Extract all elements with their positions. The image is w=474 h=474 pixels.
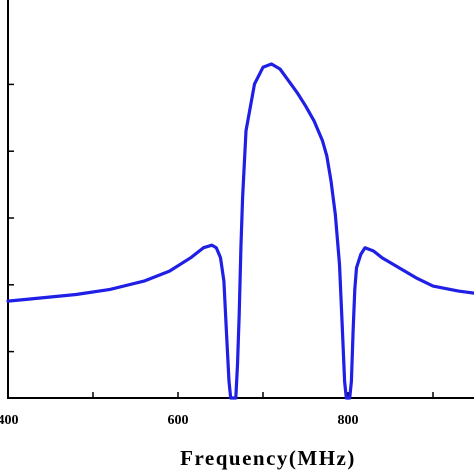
plot-frame bbox=[7, 0, 474, 399]
series-line bbox=[6, 62, 474, 400]
x-tick-labels: 400 600 800 bbox=[0, 413, 359, 428]
y-ticks bbox=[8, 83, 14, 353]
x-tick-label: 800 bbox=[338, 413, 359, 428]
x-axis-title: Frequency(MHz) bbox=[180, 446, 356, 470]
x-tick-label: 400 bbox=[0, 413, 19, 428]
x-tick-label: 600 bbox=[168, 413, 189, 428]
